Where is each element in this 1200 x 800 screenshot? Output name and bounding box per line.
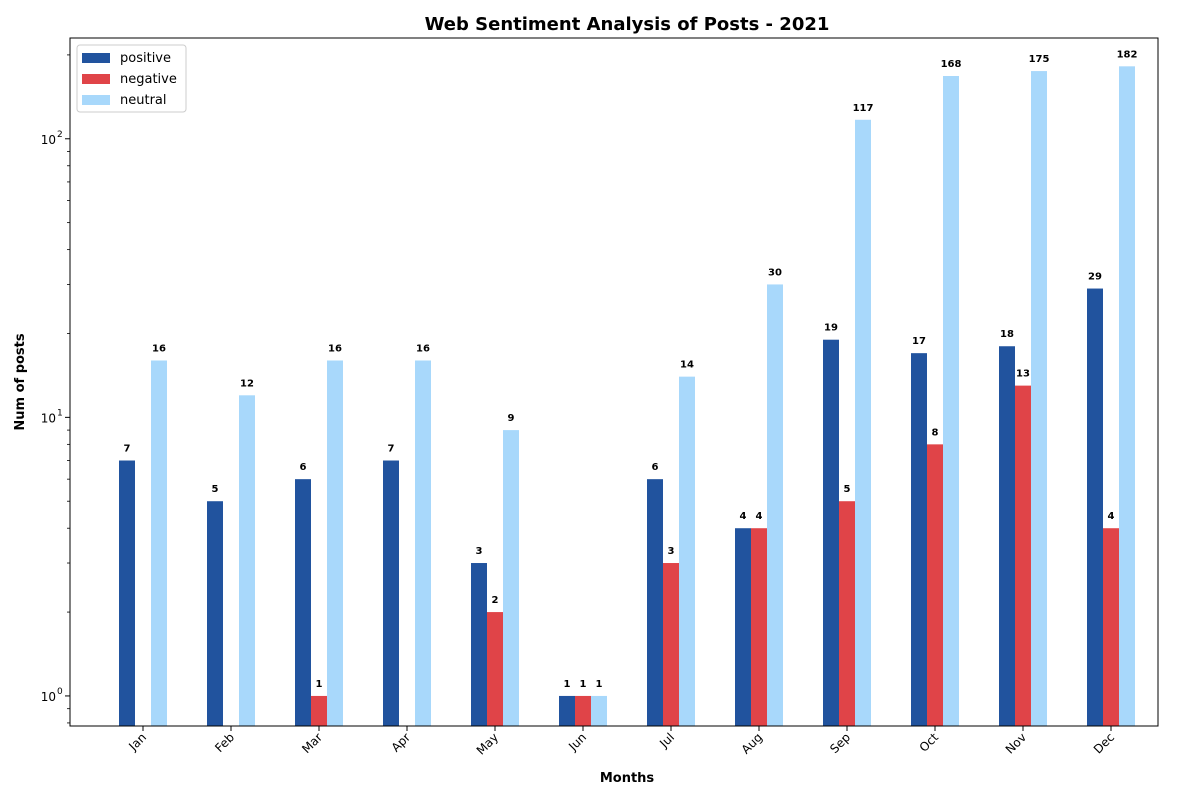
data-label-negative-sep: 5 (844, 484, 851, 495)
data-label-positive-dec: 29 (1088, 272, 1102, 283)
bar-positive-mar (295, 479, 311, 726)
bars-group (119, 66, 1135, 727)
data-label-neutral-may: 9 (508, 413, 515, 424)
bar-negative-dec (1103, 528, 1119, 726)
data-label-positive-aug: 4 (740, 511, 747, 522)
bar-positive-may (471, 563, 487, 726)
bar-positive-sep (823, 339, 839, 726)
y-tick-label-exponent: 2 (57, 130, 63, 140)
bar-positive-dec (1087, 288, 1103, 726)
data-label-negative-aug: 4 (756, 511, 763, 522)
bar-neutral-jul (679, 376, 695, 726)
data-label-positive-jun: 1 (564, 679, 571, 690)
data-label-neutral-oct: 168 (941, 59, 962, 70)
legend-label-positive: positive (120, 51, 171, 66)
data-label-negative-mar: 1 (316, 679, 323, 690)
bar-positive-apr (383, 460, 399, 726)
bar-neutral-aug (767, 284, 783, 726)
legend-swatch-neutral (82, 95, 110, 105)
data-label-positive-jul: 6 (652, 462, 659, 473)
bar-negative-nov (1015, 385, 1031, 726)
bar-negative-oct (927, 444, 943, 726)
bar-positive-feb (207, 501, 223, 726)
data-label-positive-oct: 17 (912, 336, 926, 347)
bar-neutral-dec (1119, 66, 1135, 727)
legend-label-neutral: neutral (120, 93, 167, 108)
y-axis-label: Num of posts (13, 333, 28, 431)
data-label-negative-may: 2 (492, 595, 499, 606)
bar-negative-jul (663, 563, 679, 726)
bar-negative-jun (575, 695, 591, 726)
bar-neutral-apr (415, 360, 431, 726)
data-label-neutral-nov: 175 (1029, 54, 1050, 65)
x-axis-label: Months (600, 771, 655, 786)
legend-swatch-positive (82, 53, 110, 63)
bar-positive-jan (119, 460, 135, 726)
y-tick-label-exponent: 0 (57, 687, 63, 697)
data-label-positive-jan: 7 (124, 444, 131, 455)
bar-negative-aug (751, 528, 767, 726)
data-label-negative-jul: 3 (668, 546, 675, 557)
bar-neutral-nov (1031, 71, 1047, 726)
data-label-neutral-feb: 12 (240, 378, 254, 389)
y-tick-label-base: 10 (41, 411, 56, 425)
bar-neutral-jan (151, 360, 167, 726)
data-label-neutral-jun: 1 (596, 679, 603, 690)
legend-label-negative: negative (120, 72, 177, 87)
data-label-negative-nov: 13 (1016, 369, 1030, 380)
data-label-positive-apr: 7 (388, 444, 395, 455)
y-tick-label-base: 10 (41, 133, 56, 147)
data-label-positive-sep: 19 (824, 323, 838, 334)
bar-positive-oct (911, 353, 927, 726)
data-label-neutral-dec: 182 (1117, 49, 1138, 60)
data-label-negative-dec: 4 (1108, 511, 1115, 522)
bar-neutral-jun (591, 695, 607, 726)
data-label-positive-mar: 6 (300, 462, 307, 473)
y-tick-label-exponent: 1 (57, 408, 63, 418)
bar-neutral-oct (943, 76, 959, 726)
bar-negative-sep (839, 501, 855, 726)
legend: positive negative neutral (76, 44, 187, 113)
bar-neutral-mar (327, 360, 343, 726)
data-label-neutral-jul: 14 (680, 360, 694, 371)
data-label-neutral-sep: 117 (853, 103, 874, 114)
bar-positive-aug (735, 528, 751, 726)
bar-negative-mar (311, 695, 327, 726)
bar-positive-jun (559, 695, 575, 726)
bar-neutral-may (503, 430, 519, 726)
y-tick-label-base: 10 (41, 690, 56, 704)
data-label-neutral-mar: 16 (328, 343, 342, 354)
bar-neutral-sep (855, 119, 871, 726)
data-label-neutral-aug: 30 (768, 267, 782, 278)
bar-negative-may (487, 612, 503, 726)
data-label-negative-oct: 8 (932, 427, 939, 438)
data-label-positive-feb: 5 (212, 484, 219, 495)
bar-neutral-feb (239, 395, 255, 726)
bar-positive-jul (647, 479, 663, 726)
data-label-positive-may: 3 (476, 546, 483, 557)
bar-positive-nov (999, 346, 1015, 726)
legend-swatch-negative (82, 74, 110, 84)
plot-frame (69, 37, 1159, 727)
data-label-neutral-jan: 16 (152, 343, 166, 354)
data-label-negative-jun: 1 (580, 679, 587, 690)
data-label-neutral-apr: 16 (416, 343, 430, 354)
chart-title: Web Sentiment Analysis of Posts - 2021 (425, 14, 830, 35)
data-label-positive-nov: 18 (1000, 329, 1014, 340)
